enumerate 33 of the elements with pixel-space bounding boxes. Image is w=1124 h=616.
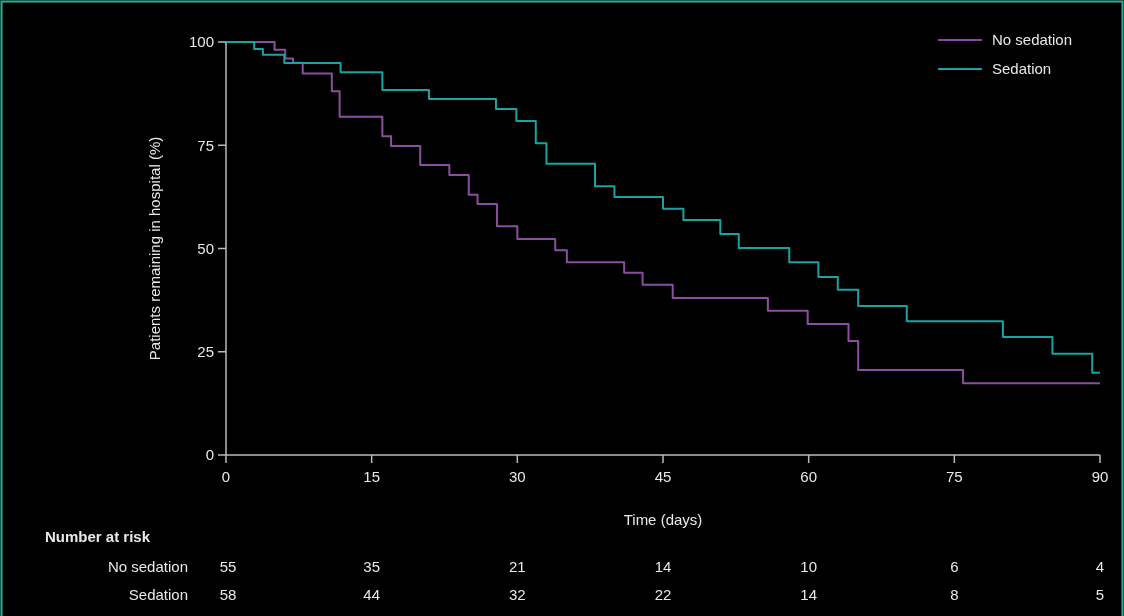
text: Sedation <box>128 586 188 603</box>
text: No sedation <box>107 558 188 575</box>
x-tick-label: 90 <box>1091 468 1109 485</box>
y-tick-label: 25 <box>197 343 214 360</box>
text: 5 <box>1095 586 1105 603</box>
text: 21 <box>508 558 526 575</box>
x-axis-title: Time (days) <box>623 511 703 528</box>
y-tick-label: 50 <box>197 239 214 257</box>
y-tick-label: 0 <box>205 446 214 464</box>
text: Number at risk <box>45 528 151 545</box>
text: 10 <box>800 558 818 575</box>
x-tick-label: 45 <box>654 468 672 485</box>
text: 8 <box>950 586 959 603</box>
text: 6 <box>950 558 959 575</box>
y-tick-label: 75 <box>197 136 214 154</box>
text: 44 <box>363 586 381 603</box>
legend-label: Sedation <box>992 60 1052 78</box>
text: 22 <box>654 586 672 603</box>
y-axis-title: Patients remaining in hospital (%) <box>146 136 163 361</box>
x-tick-label: 75 <box>945 468 963 485</box>
x-tick-label: 30 <box>508 468 526 485</box>
text: 32 <box>508 586 526 603</box>
text: 58 <box>219 586 237 603</box>
y-tick-label: 100 <box>188 33 214 51</box>
text: 14 <box>800 586 818 603</box>
text: 35 <box>363 558 381 575</box>
legend-label: No sedation <box>992 31 1073 49</box>
x-tick-label: 60 <box>800 468 818 485</box>
text: 55 <box>219 558 237 575</box>
text: 14 <box>654 558 672 575</box>
x-tick-label: 0 <box>221 468 231 485</box>
text: 4 <box>1095 558 1105 575</box>
x-tick-label: 15 <box>363 468 381 485</box>
